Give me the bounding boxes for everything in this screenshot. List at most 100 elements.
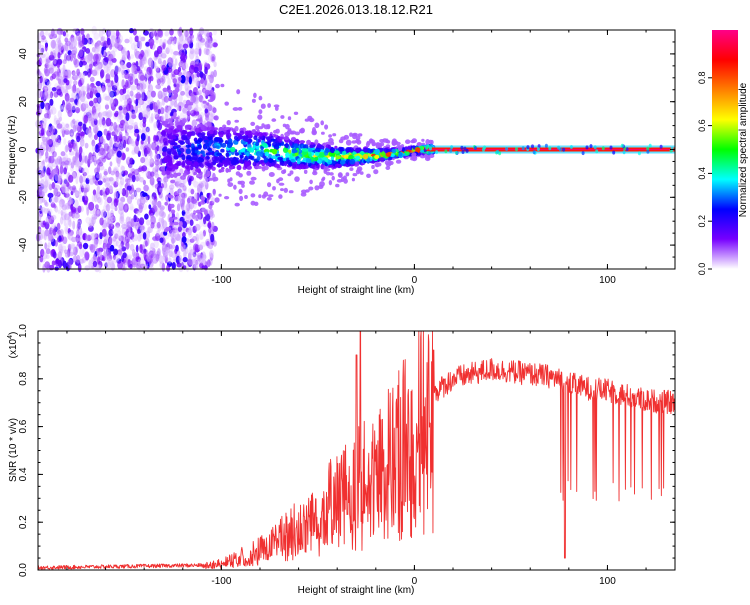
spectrogram-cell — [181, 134, 187, 140]
spectrogram-cell — [159, 255, 164, 264]
spectrogram-cell — [101, 118, 106, 126]
spectrogram-cell — [385, 149, 391, 153]
spectrogram-cell — [181, 182, 187, 190]
spectrogram-cell — [212, 107, 217, 114]
spectrogram-cell — [375, 154, 380, 159]
spectrogram-cell — [135, 244, 139, 253]
spectrogram-cell — [323, 165, 330, 169]
spectrogram-cell — [47, 242, 51, 248]
spectrogram-cell — [121, 69, 126, 76]
spectrogram-cell — [283, 169, 287, 174]
spectrogram-cell — [138, 40, 142, 50]
spectrogram-cell — [589, 144, 593, 149]
spectrogram-cell — [128, 118, 134, 125]
spectrogram-cell — [51, 87, 57, 92]
spectrogram-cell — [140, 133, 146, 141]
spectrogram-cell — [100, 209, 107, 218]
x-tick-label: 100 — [599, 576, 616, 587]
spectrogram-cell — [42, 139, 48, 146]
spectrogram-cell — [328, 137, 334, 144]
spectrogram-cell — [293, 143, 299, 149]
y-tick-label: 40 — [18, 48, 29, 60]
spectrogram-cell — [212, 159, 217, 166]
spectrogram-cell — [220, 83, 225, 88]
spectrogram-cell — [46, 208, 50, 214]
spectrogram-cell — [505, 147, 509, 151]
spectrogram-cell — [166, 128, 172, 135]
spectrogram-cell — [98, 112, 102, 118]
spectrogram-cell — [106, 95, 111, 102]
spectrogram-cell — [449, 148, 453, 153]
spectrogram-cell — [75, 92, 80, 101]
spectrogram-cell — [119, 59, 123, 68]
spectrogram-cell — [170, 100, 175, 106]
spectrogram-cell — [104, 56, 109, 63]
spectrogram-cell — [45, 254, 50, 259]
spectrogram-cell — [272, 186, 276, 191]
spectrogram-cell — [637, 151, 641, 156]
spectrogram-cell — [339, 147, 345, 152]
spectrogram-cell — [92, 189, 97, 196]
spectrogram-cell — [209, 89, 214, 96]
spectrogram-cell — [351, 140, 357, 144]
spectrogram-cell — [147, 135, 151, 144]
spectrogram-cell — [113, 248, 119, 256]
spectrogram-cell — [94, 46, 99, 55]
spectrogram-cell — [263, 157, 268, 163]
spectrogram-cell — [69, 198, 73, 205]
spectrogram-cell — [91, 47, 96, 53]
spectrogram-cell — [167, 257, 172, 264]
spectrogram-cell — [144, 71, 150, 79]
spectrogram-cell — [147, 48, 151, 57]
spectrogram-cell — [307, 162, 312, 167]
spectrogram-cell — [113, 181, 119, 188]
spectrogram-cell — [195, 168, 201, 173]
spectrogram-cell — [185, 138, 190, 145]
spectrogram-cell — [48, 183, 53, 191]
spectrogram-cell — [181, 205, 187, 212]
spectrogram-cell — [371, 164, 375, 170]
spectrogram-cell — [134, 233, 138, 242]
spectrogram-cell — [146, 219, 151, 226]
spectrogram-cell — [147, 226, 153, 234]
spectrogram-cell — [123, 170, 129, 176]
spectrogram-cell — [56, 222, 61, 231]
spectrogram-cell — [521, 146, 525, 151]
spectrogram-cell — [204, 66, 208, 75]
spectrogram-cell — [72, 74, 78, 81]
spectrogram-cell — [206, 32, 210, 38]
spectrogram-cell — [152, 205, 158, 213]
spectrogram-cell — [224, 101, 229, 106]
spectrogram-cell — [335, 183, 340, 188]
spectrogram-cell — [336, 179, 343, 183]
spectrogram-cell — [43, 208, 49, 214]
spectrogram-cell — [78, 194, 83, 203]
spectrogram-cell — [294, 139, 300, 144]
spectrogram-cell — [323, 169, 328, 175]
spectrogram-cell — [125, 241, 130, 250]
spectrogram-cell — [416, 142, 423, 147]
spectrogram-cell — [93, 134, 98, 141]
spectrogram-cell — [52, 151, 57, 158]
spectrogram-cell — [140, 258, 145, 268]
spectrogram-cell — [76, 223, 80, 232]
spectrogram-cell — [144, 73, 148, 82]
spectrogram-cell — [111, 229, 117, 235]
spectrogram-cell — [110, 260, 115, 269]
spectrogram-cell — [126, 62, 132, 69]
spectrogram-cell — [185, 87, 190, 93]
spectrogram-cell — [170, 251, 176, 259]
spectrogram-cell — [197, 89, 202, 96]
spectrogram-cell — [242, 135, 249, 142]
spectrogram-cell — [39, 91, 45, 98]
spectrogram-cell — [189, 102, 194, 106]
spectrogram-cell — [143, 57, 147, 65]
spectrogram-cell — [72, 255, 78, 263]
spectrogram-cell — [134, 104, 139, 114]
spectrogram-cell — [173, 50, 179, 56]
spectrogram-cell — [203, 47, 208, 55]
spectrogram-cell — [157, 108, 161, 115]
spectrogram-cell — [345, 139, 352, 146]
spectrogram-cell — [270, 155, 277, 160]
